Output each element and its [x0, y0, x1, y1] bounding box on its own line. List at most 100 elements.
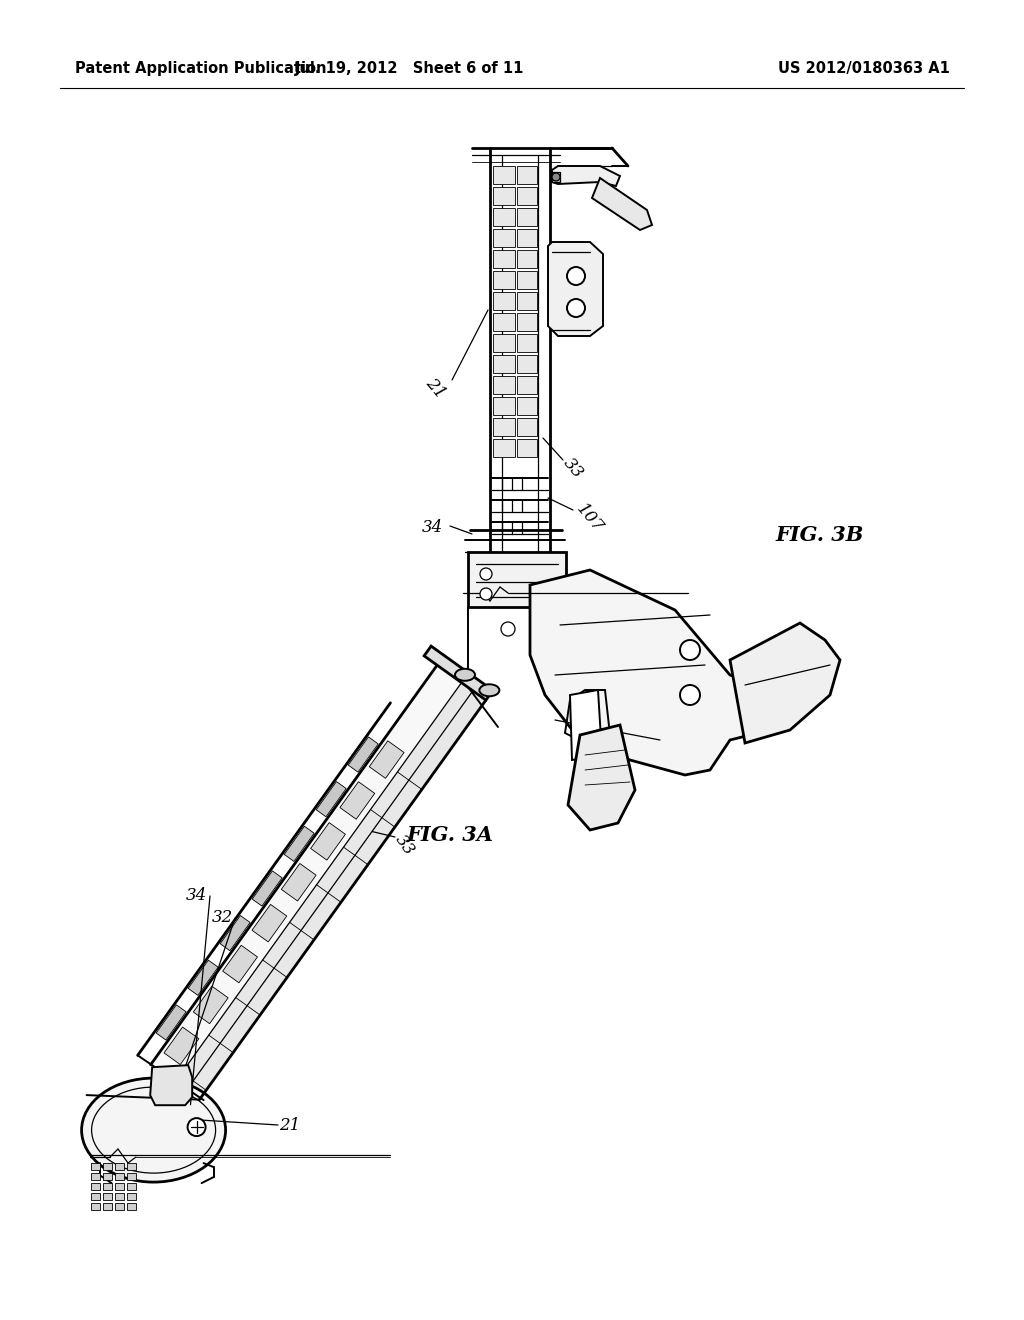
Bar [517, 166, 537, 183]
Polygon shape [164, 1027, 199, 1064]
Bar [127, 1183, 136, 1191]
Circle shape [567, 300, 585, 317]
Text: 33: 33 [560, 454, 587, 482]
Ellipse shape [82, 1078, 225, 1183]
Polygon shape [424, 645, 493, 700]
Bar [493, 271, 515, 289]
Polygon shape [370, 741, 404, 779]
Bar [493, 440, 515, 457]
Polygon shape [252, 904, 287, 942]
Circle shape [480, 587, 492, 601]
Polygon shape [316, 781, 346, 817]
Bar [517, 313, 537, 331]
Bar [517, 209, 537, 226]
Bar [127, 1193, 136, 1200]
Bar [91, 1183, 100, 1191]
Bar [517, 271, 537, 289]
Text: Jul. 19, 2012   Sheet 6 of 11: Jul. 19, 2012 Sheet 6 of 11 [295, 61, 524, 75]
Bar [103, 1163, 112, 1170]
Bar [493, 313, 515, 331]
Polygon shape [285, 826, 314, 862]
Text: US 2012/0180363 A1: US 2012/0180363 A1 [778, 61, 950, 75]
Polygon shape [156, 1005, 186, 1040]
Circle shape [567, 267, 585, 285]
Circle shape [680, 640, 700, 660]
Bar [127, 1203, 136, 1210]
Polygon shape [151, 665, 462, 1082]
Bar [517, 249, 537, 268]
Bar [115, 1183, 124, 1191]
Bar [517, 355, 537, 374]
Bar [115, 1193, 124, 1200]
Polygon shape [194, 986, 228, 1024]
Polygon shape [548, 242, 603, 337]
Circle shape [480, 568, 492, 579]
Text: 107: 107 [573, 500, 607, 536]
Polygon shape [348, 737, 378, 772]
Polygon shape [568, 725, 635, 830]
Bar [552, 172, 560, 182]
Polygon shape [592, 178, 652, 230]
Polygon shape [222, 945, 257, 983]
Text: 34: 34 [421, 520, 442, 536]
Polygon shape [340, 781, 375, 820]
Bar [517, 292, 537, 310]
Text: 33: 33 [392, 832, 418, 858]
Polygon shape [151, 1065, 193, 1105]
Bar [103, 1183, 112, 1191]
Bar [493, 418, 515, 436]
Bar [493, 355, 515, 374]
Circle shape [552, 173, 560, 181]
Ellipse shape [455, 669, 475, 681]
Bar [103, 1173, 112, 1180]
Bar [103, 1203, 112, 1210]
Text: 34: 34 [185, 887, 207, 903]
Polygon shape [220, 916, 250, 950]
Bar [115, 1163, 124, 1170]
Bar [91, 1193, 100, 1200]
Bar [517, 187, 537, 205]
Bar [493, 228, 515, 247]
Bar [91, 1173, 100, 1180]
Ellipse shape [479, 684, 500, 696]
Bar [127, 1173, 136, 1180]
Polygon shape [175, 682, 485, 1100]
Bar [517, 440, 537, 457]
Bar [493, 209, 515, 226]
Text: Patent Application Publication: Patent Application Publication [75, 61, 327, 75]
Polygon shape [188, 960, 218, 995]
Text: FIG. 3A: FIG. 3A [407, 825, 494, 845]
Text: 21: 21 [422, 375, 449, 401]
Bar [468, 552, 566, 607]
Bar [103, 1193, 112, 1200]
Bar [493, 166, 515, 183]
Polygon shape [310, 822, 345, 861]
Polygon shape [530, 570, 815, 775]
Text: 32: 32 [211, 909, 232, 927]
Bar [91, 1163, 100, 1170]
Polygon shape [570, 690, 602, 760]
Bar [127, 1163, 136, 1170]
Bar [493, 249, 515, 268]
Bar [91, 1203, 100, 1210]
Bar [493, 376, 515, 393]
Bar [115, 1173, 124, 1180]
Circle shape [680, 685, 700, 705]
Bar [493, 292, 515, 310]
Bar [493, 397, 515, 414]
Polygon shape [552, 166, 620, 186]
Bar [517, 418, 537, 436]
Polygon shape [252, 871, 283, 906]
Bar [493, 187, 515, 205]
Bar [115, 1203, 124, 1210]
Bar [517, 334, 537, 352]
Bar [517, 228, 537, 247]
Circle shape [501, 622, 515, 636]
Bar [517, 376, 537, 393]
Bar [493, 334, 515, 352]
Polygon shape [282, 863, 316, 902]
Text: 21: 21 [280, 1117, 301, 1134]
Bar [517, 397, 537, 414]
Polygon shape [730, 623, 840, 743]
Text: FIG. 3B: FIG. 3B [776, 525, 864, 545]
